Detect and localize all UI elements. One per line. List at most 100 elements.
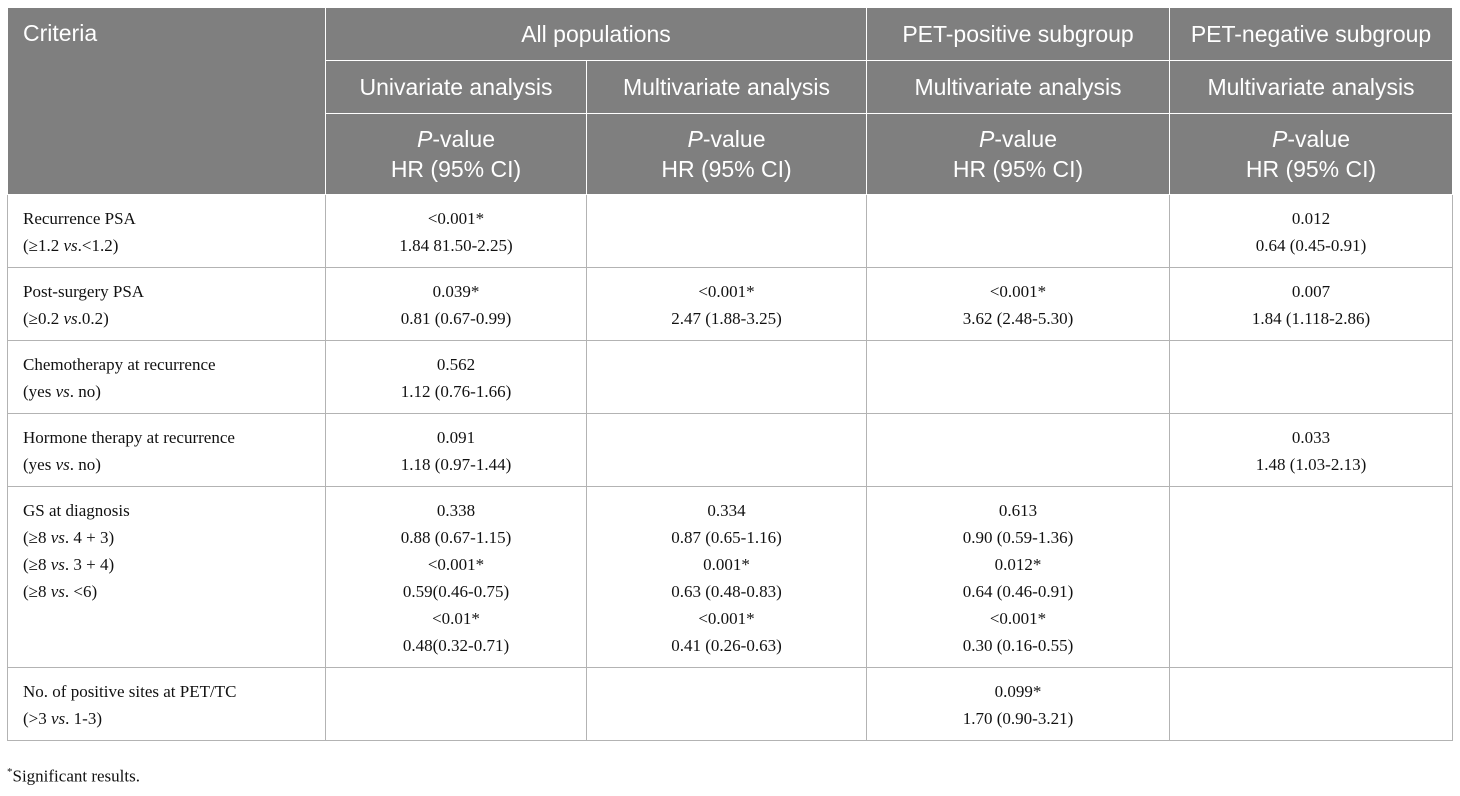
value-cell: [585, 340, 868, 414]
p-value: <0.001*: [698, 282, 755, 301]
hr-label: HR (95% CI): [661, 156, 792, 182]
criteria-label: No. of positive sites at PET/TC: [23, 682, 237, 701]
stat-header: P-value HR (95% CI): [325, 113, 587, 195]
hr-label: HR (95% CI): [390, 156, 522, 182]
p-value: <0.01*: [432, 609, 480, 628]
value-cell: <0.001* 2.47 (1.88-3.25): [585, 267, 868, 341]
p-value: 0.613: [998, 501, 1038, 520]
value-cell: [585, 194, 868, 268]
hazard-ratio: 1.84 (1.118-2.86): [1251, 309, 1371, 328]
subheader-univariate: Univariate analysis: [325, 60, 587, 114]
criteria-label: Hormone therapy at recurrence: [23, 428, 235, 447]
hazard-ratio: 0.90 (0.59-1.36): [962, 528, 1074, 547]
p-value: 0.091: [436, 428, 476, 447]
subheader-multivariate-pet-negative: Multivariate analysis: [1169, 60, 1454, 114]
criteria-cell: Hormone therapy at recurrence (yes vs. no…: [7, 413, 326, 487]
hazard-ratio: 1.18 (0.97-1.44): [400, 455, 512, 474]
hazard-ratio: 1.70 (0.90-3.21): [962, 709, 1074, 728]
hazard-ratio: 3.62 (2.48-5.30): [962, 309, 1074, 328]
group-header-pet-negative: PET-negative subgroup: [1169, 7, 1454, 61]
criteria-comparison: (>3 vs. 1-3): [23, 709, 102, 728]
value-cell: 0.033 1.48 (1.03-2.13): [1169, 413, 1454, 487]
footnote-text: Significant results.: [12, 766, 140, 786]
criteria-cell: Post-surgery PSA (≥0.2 vs.0.2): [7, 267, 326, 341]
header-row-analysis: Univariate analysis Multivariate analysi…: [8, 60, 1454, 114]
footnote-mark: *: [7, 766, 13, 778]
p-value: 0.099*: [994, 682, 1042, 701]
value-cell: [1169, 486, 1454, 668]
value-cell: <0.001* 1.84 81.50-2.25): [325, 194, 587, 268]
stat-header: P-value HR (95% CI): [585, 113, 868, 195]
criteria-comparison: (≥0.2 vs.0.2): [23, 309, 109, 328]
hazard-ratio: 1.12 (0.76-1.66): [400, 382, 512, 401]
criteria-header: Criteria: [7, 7, 326, 195]
hazard-ratio: 0.63 (0.48-0.83): [671, 582, 782, 601]
p-value: <0.001*: [989, 609, 1047, 628]
stat-header: P-value HR (95% CI): [1169, 113, 1454, 195]
value-cell: 0.613 0.90 (0.59-1.36) 0.012* 0.64 (0.46-0.…: [866, 486, 1171, 668]
results-table-container: Criteria All populations PET-positive su…: [7, 7, 1454, 741]
table-row: Hormone therapy at recurrence (yes vs. no…: [7, 413, 1454, 487]
p-value: <0.001*: [427, 209, 485, 228]
header-row-groups: Criteria All populations PET-positive su…: [7, 7, 1454, 195]
p-value: 0.338: [436, 501, 476, 520]
hazard-ratio: 0.59(0.46-0.75): [402, 582, 510, 601]
value-cell: [866, 194, 1171, 268]
hr-label: HR (95% CI): [952, 156, 1084, 182]
p-value: <0.001*: [989, 282, 1047, 301]
criteria-label: Chemotherapy at recurrence: [23, 355, 216, 374]
hazard-ratio: 1.48 (1.03-2.13): [1255, 455, 1367, 474]
value-cell: [585, 413, 868, 487]
value-cell: <0.001* 3.62 (2.48-5.30): [866, 267, 1171, 341]
criteria-label: GS at diagnosis: [23, 501, 130, 520]
table-header: Criteria All populations PET-positive su…: [7, 7, 1454, 195]
hazard-ratio: 0.87 (0.65-1.16): [671, 528, 782, 547]
results-table: Criteria All populations PET-positive su…: [7, 7, 1454, 741]
pvalue-label: P-value: [687, 126, 766, 152]
p-value: 0.039*: [432, 282, 480, 301]
group-header-all-populations: All populations: [324, 7, 868, 61]
subheader-multivariate-all: Multivariate analysis: [585, 60, 868, 114]
criteria-label: Recurrence PSA: [23, 209, 136, 228]
hazard-ratio: 2.47 (1.88-3.25): [671, 309, 782, 328]
criteria-cell: GS at diagnosis (≥8 vs. 4 + 3) (≥8 vs. 3 +…: [7, 486, 326, 668]
pvalue-label: P-value: [1272, 126, 1351, 152]
value-cell: 0.338 0.88 (0.67-1.15) <0.001* 0.59(0.46-0.…: [325, 486, 587, 668]
value-cell: 0.334 0.87 (0.65-1.16) 0.001* 0.63 (0.48-0.…: [585, 486, 868, 668]
hazard-ratio: 0.64 (0.45-0.91): [1255, 236, 1367, 255]
value-cell: 0.039* 0.81 (0.67-0.99): [325, 267, 587, 341]
subheader-multivariate-pet-positive: Multivariate analysis: [866, 60, 1171, 114]
value-cell: 0.099* 1.70 (0.90-3.21): [866, 667, 1171, 741]
value-cell: 0.091 1.18 (0.97-1.44): [325, 413, 587, 487]
value-cell: [325, 667, 587, 741]
table-body: Recurrence PSA (≥1.2 vs.<1.2) <0.001* 1.84 …: [7, 194, 1454, 741]
hazard-ratio: 1.84 81.50-2.25): [399, 236, 513, 255]
value-cell: [1169, 340, 1454, 414]
criteria-comparison: (yes vs. no): [23, 455, 101, 474]
p-value: 0.001*: [703, 555, 750, 574]
p-value: 0.033: [1291, 428, 1331, 447]
table-row: Recurrence PSA (≥1.2 vs.<1.2) <0.001* 1.84 …: [7, 194, 1454, 268]
hazard-ratio: 0.41 (0.26-0.63): [671, 636, 782, 655]
hazard-ratio: 0.88 (0.67-1.15): [400, 528, 512, 547]
hazard-ratio: 0.30 (0.16-0.55): [962, 636, 1074, 655]
criteria-cell: No. of positive sites at PET/TC (>3 vs. 1…: [7, 667, 326, 741]
footnote: *Significant results.: [7, 766, 140, 787]
criteria-comparison: (≥1.2 vs.<1.2): [23, 236, 119, 255]
criteria-label: Post-surgery PSA: [23, 282, 145, 301]
table-row: GS at diagnosis (≥8 vs. 4 + 3) (≥8 vs. 3 +…: [7, 486, 1454, 668]
criteria-comparison: (≥8 vs. 4 + 3): [23, 528, 115, 547]
criteria-cell: Chemotherapy at recurrence (yes vs. no): [7, 340, 326, 414]
value-cell: 0.562 1.12 (0.76-1.66): [325, 340, 587, 414]
criteria-comparison: (≥8 vs. <6): [23, 582, 98, 601]
p-value: <0.001*: [427, 555, 485, 574]
hazard-ratio: 0.48(0.32-0.71): [402, 636, 510, 655]
value-cell: [866, 413, 1171, 487]
hazard-ratio: 0.64 (0.46-0.91): [962, 582, 1074, 601]
group-header-pet-positive: PET-positive subgroup: [866, 7, 1171, 61]
p-value: 0.012*: [994, 555, 1042, 574]
criteria-comparison: (yes vs. no): [23, 382, 101, 401]
value-cell: [585, 667, 868, 741]
table-row: Chemotherapy at recurrence (yes vs. no) 0.…: [7, 340, 1454, 414]
value-cell: [1169, 667, 1454, 741]
